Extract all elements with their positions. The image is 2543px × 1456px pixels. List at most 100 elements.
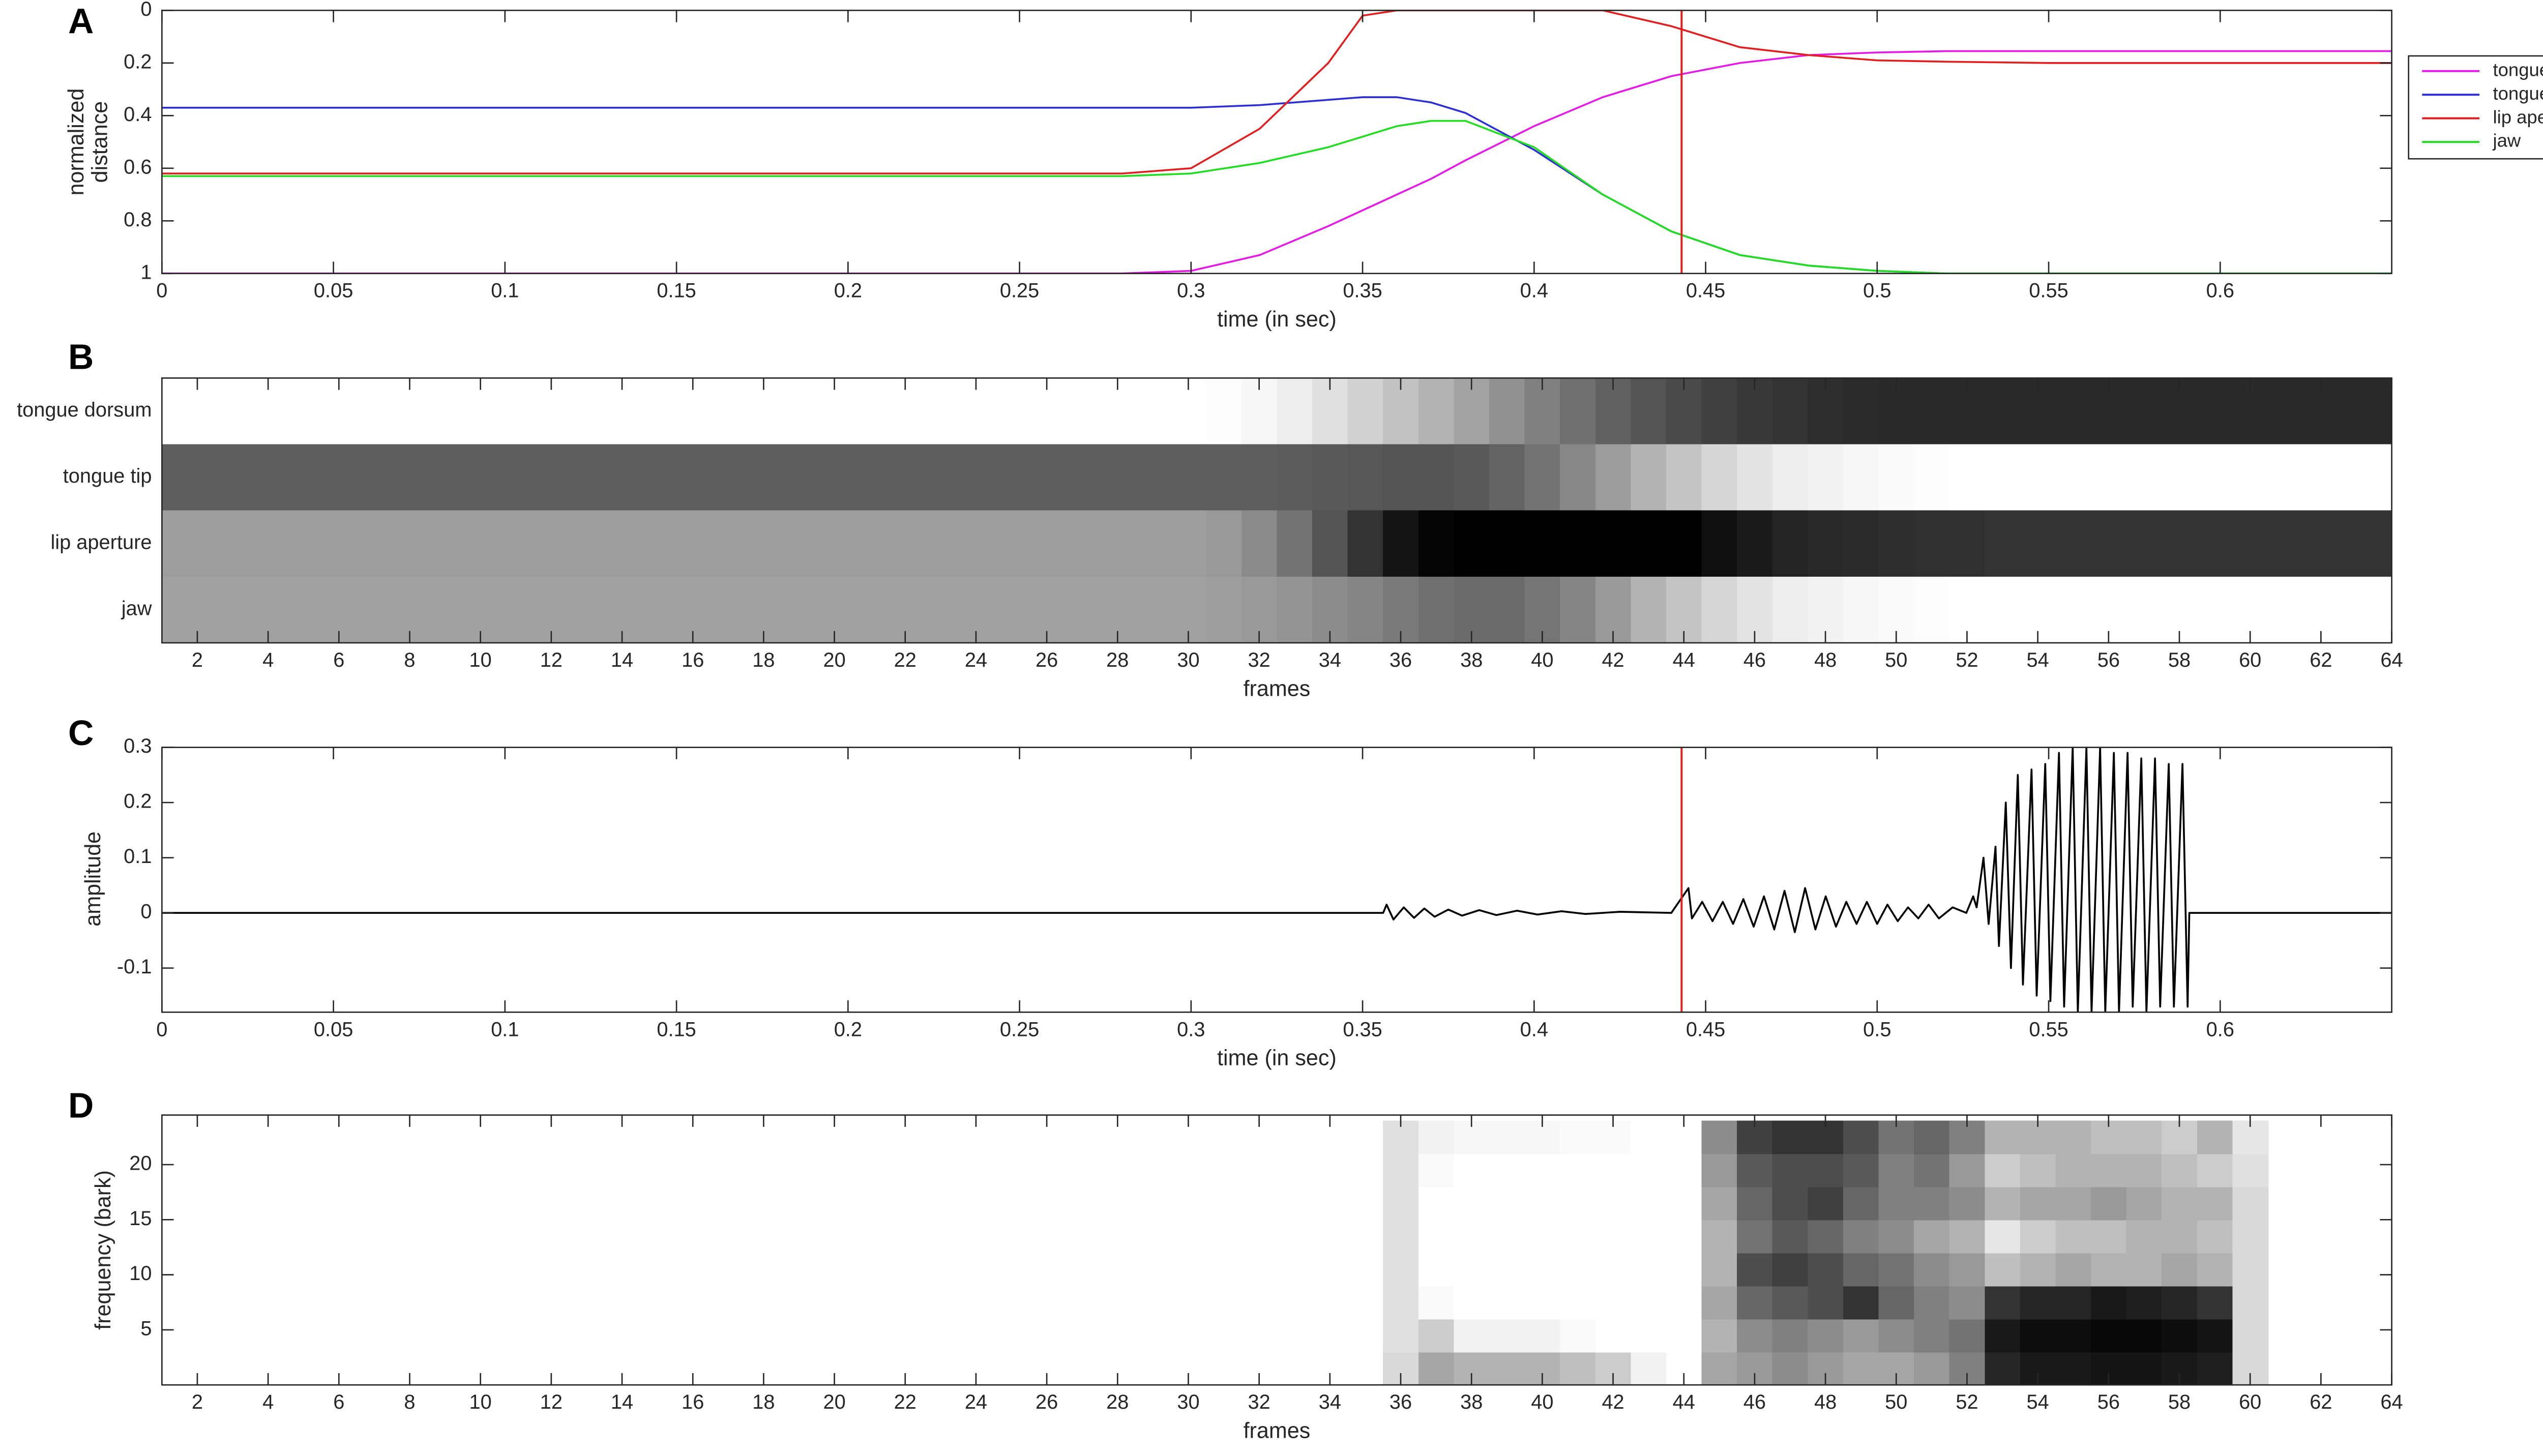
y-axis-label: normalized [64, 88, 88, 196]
x-tick-label: 0.6 [2206, 1018, 2234, 1041]
heat-cell [2339, 378, 2375, 445]
heat-cell [1064, 444, 1101, 512]
heat-cell [1524, 1220, 1561, 1254]
x-tick-label: 54 [2027, 1391, 2049, 1413]
x-tick-label: 2 [192, 649, 203, 671]
heat-cell [711, 378, 747, 445]
heat-cell [1843, 1153, 1879, 1187]
heat-cell [569, 378, 605, 445]
heat-cell [639, 576, 676, 643]
x-tick-label: 0 [156, 280, 167, 302]
heat-cell [2055, 444, 2092, 512]
heat-cell [1347, 510, 1384, 578]
heat-cell [2162, 1153, 2198, 1187]
heat-cell [1524, 444, 1561, 512]
x-tick-label: 30 [1177, 1391, 1199, 1413]
heat-cell [2126, 1220, 2163, 1254]
heat-cell [1666, 1153, 1702, 1187]
heat-cell [1064, 576, 1101, 643]
heat-cell [1524, 510, 1561, 578]
heat-cell [2126, 1319, 2163, 1353]
heat-cell [2126, 444, 2163, 512]
heat-cell [1489, 1319, 1525, 1353]
y-tick-label: 10 [129, 1262, 152, 1285]
heat-cell [1206, 444, 1243, 512]
heat-cell [2055, 510, 2092, 578]
heat-cell [2055, 1352, 2092, 1385]
heat-cell [1914, 576, 1950, 643]
heat-cell [2055, 1253, 2092, 1287]
x-tick-label: 0.05 [314, 1018, 353, 1041]
heat-cell [1914, 510, 1950, 578]
heat-cell [357, 444, 393, 512]
heat-cell [1772, 1186, 1809, 1221]
heat-cell [1985, 1253, 2021, 1287]
heat-cell [1631, 510, 1667, 578]
x-tick-label: 0.3 [1177, 280, 1205, 302]
heat-cell [2197, 1319, 2233, 1353]
heat-cell [1560, 510, 1596, 578]
heat-cell [1383, 1186, 1420, 1221]
x-tick-label: 62 [2310, 649, 2332, 671]
heat-cell [2232, 444, 2269, 512]
heat-cell [1383, 1220, 1420, 1254]
plot-area [162, 10, 2392, 274]
heat-cell [1418, 1253, 1455, 1287]
x-tick-label: 38 [1460, 649, 1483, 671]
heat-cell [1737, 1286, 1773, 1320]
heat-cell [1595, 1286, 1632, 1320]
heat-cell [534, 444, 570, 512]
heat-cell [1454, 510, 1490, 578]
heat-cell [2267, 378, 2304, 445]
heat-cell [1808, 1319, 1844, 1353]
heat-cell [1843, 576, 1879, 643]
heat-cell [321, 444, 358, 512]
heat-cell [321, 510, 358, 578]
heat-cell [1524, 1286, 1561, 1320]
x-tick-label: 0.2 [834, 280, 862, 302]
heat-cell [1701, 1352, 1738, 1385]
y-tick-label: 0.6 [124, 156, 152, 178]
x-tick-label: 22 [894, 1391, 916, 1413]
heat-cell [1631, 1352, 1667, 1385]
heat-cell [1878, 1186, 1915, 1221]
heat-cell [1701, 444, 1738, 512]
x-tick-label: 0.45 [1686, 280, 1725, 302]
heat-cell [1914, 1120, 1950, 1154]
heat-cell [2162, 510, 2198, 578]
heat-cell [2197, 1286, 2233, 1320]
heat-cell [1383, 1253, 1420, 1287]
heat-cell [250, 510, 287, 578]
panel-label: D [68, 1086, 94, 1125]
heat-cell [923, 510, 959, 578]
x-tick-label: 44 [1673, 649, 1695, 671]
heat-cell [1135, 444, 1172, 512]
heat-cell [1135, 378, 1172, 445]
heat-cell [1100, 444, 1136, 512]
heat-cell [498, 510, 535, 578]
x-tick-label: 58 [2168, 649, 2191, 671]
heat-cell [1418, 378, 1455, 445]
heat-cell [357, 576, 393, 643]
heat-cell [887, 444, 924, 512]
heat-cell [1772, 1153, 1809, 1187]
heat-cell [1418, 444, 1455, 512]
heat-cell [1383, 510, 1420, 578]
heat-cell [1772, 1352, 1809, 1385]
heat-cell [1808, 444, 1844, 512]
heat-cell [1170, 444, 1207, 512]
heat-cell [746, 510, 782, 578]
heat-cell [2091, 1220, 2127, 1254]
x-tick-label: 50 [1885, 1391, 1907, 1413]
heat-cell [2197, 1120, 2233, 1154]
y-tick-label: 1 [140, 261, 152, 283]
legend-label: tongue dorsum [2493, 59, 2543, 80]
y-tick-label: 20 [129, 1152, 152, 1175]
heat-cell [1878, 1220, 1915, 1254]
heat-cell [2091, 444, 2127, 512]
x-tick-label: 62 [2310, 1391, 2332, 1413]
heat-cell [1985, 1153, 2021, 1187]
heat-cell [1914, 1286, 1950, 1320]
row-label: tongue dorsum [17, 399, 152, 421]
heat-cell [1489, 444, 1525, 512]
